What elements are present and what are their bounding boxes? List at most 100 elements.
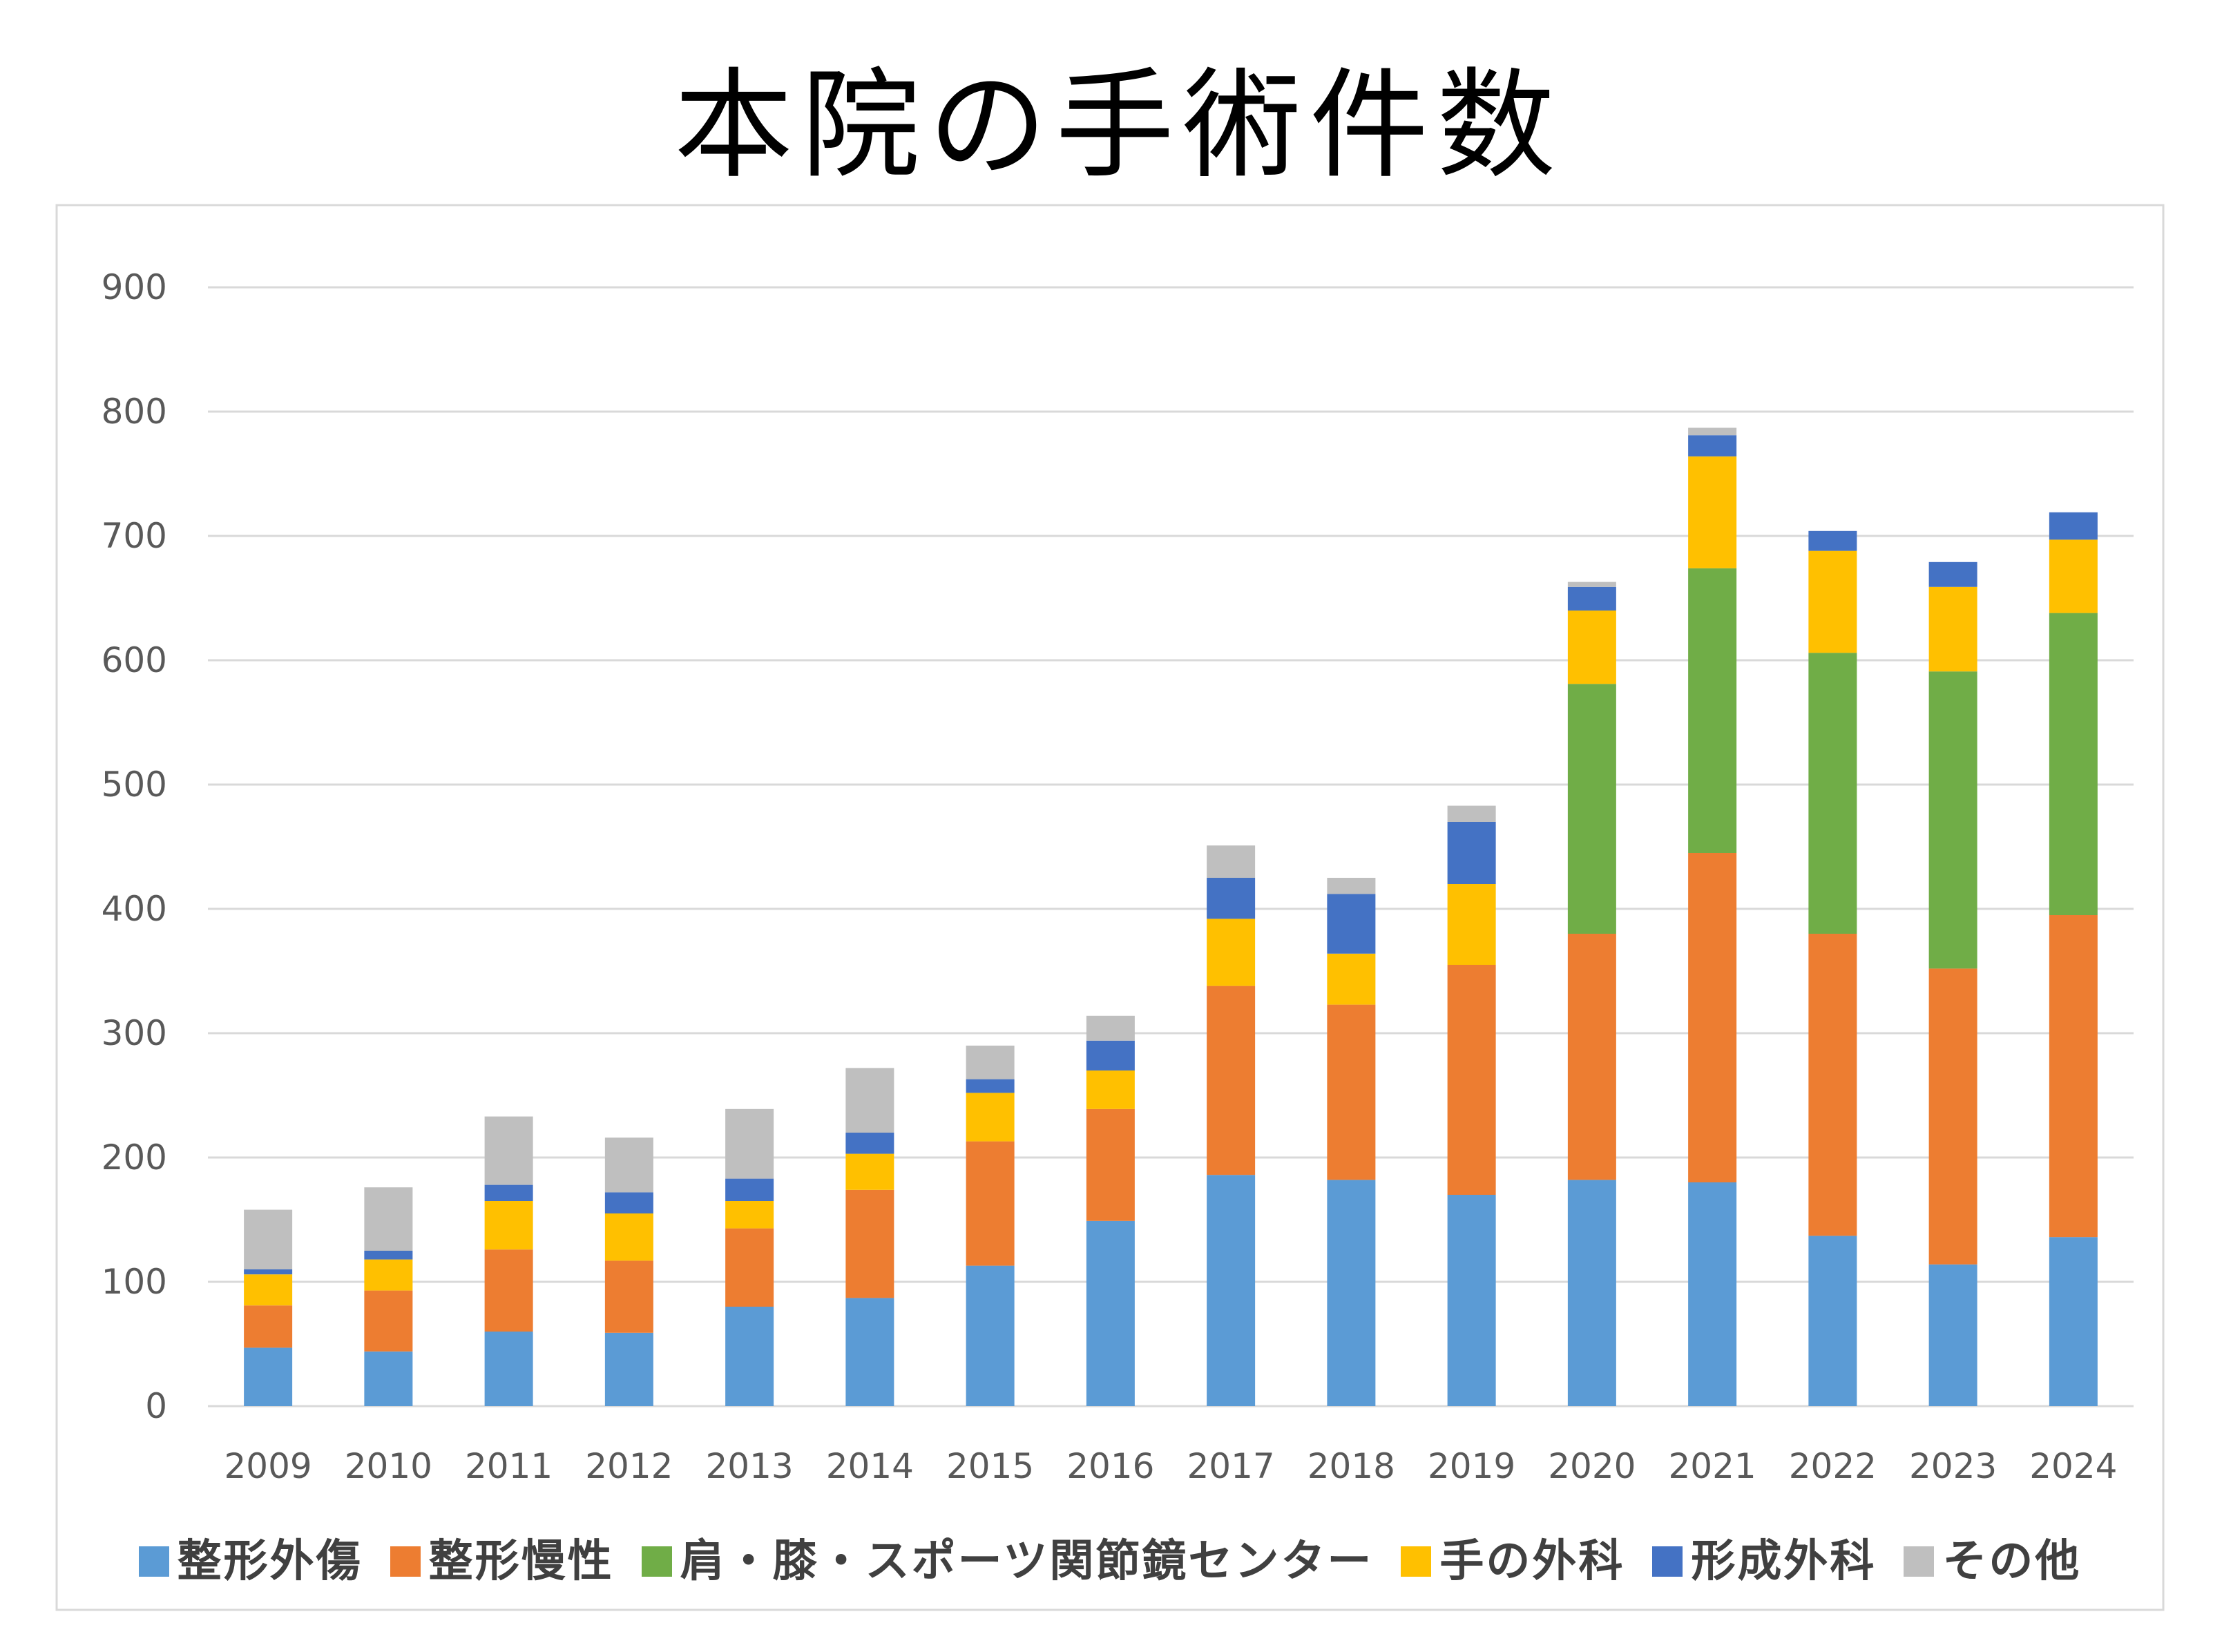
legend-swatch-other (1904, 1546, 1935, 1577)
y-tick-label: 200 (102, 1137, 167, 1178)
y-tick-label: 600 (102, 640, 167, 680)
bar-2016-hand (1086, 1070, 1135, 1109)
y-tick-label: 400 (102, 889, 167, 929)
bar-2013-chronic (725, 1228, 774, 1307)
bar-2010-plastic (364, 1251, 413, 1260)
bar-2021-sports (1688, 568, 1737, 853)
bar-2015-other (966, 1046, 1015, 1079)
legend-swatch-trauma (138, 1546, 169, 1577)
bar-2012-other (604, 1137, 653, 1193)
bar-2014-other (845, 1068, 894, 1133)
x-tick-label: 2023 (1909, 1446, 1997, 1486)
bar-2024-hand (2049, 539, 2098, 613)
bar-2017-plastic (1207, 878, 1256, 919)
bar-2014-chronic (845, 1189, 894, 1298)
bar-2023-sports (1928, 671, 1977, 969)
x-tick-label: 2016 (1066, 1446, 1154, 1486)
x-tick-label: 2017 (1187, 1446, 1275, 1486)
bar-2009-plastic (244, 1269, 293, 1275)
legend-item-plastic: 形成外科 (1652, 1534, 1876, 1589)
bar-2015-trauma (966, 1265, 1015, 1406)
bar-2015-hand (966, 1093, 1015, 1142)
bar-2017-other (1207, 845, 1256, 878)
x-tick-label: 2022 (1789, 1446, 1877, 1486)
legend-item-hand: 手の外科 (1401, 1534, 1625, 1589)
bar-2011-chronic (484, 1249, 533, 1332)
bars (244, 428, 2098, 1406)
bar-2013-plastic (725, 1178, 774, 1201)
bar-2013-other (725, 1108, 774, 1179)
legend-swatch-plastic (1652, 1546, 1683, 1577)
bar-2020-other (1567, 582, 1616, 587)
x-tick-label: 2012 (585, 1446, 673, 1486)
bar-2021-trauma (1688, 1182, 1737, 1406)
bar-2010-hand (364, 1259, 413, 1291)
legend-label-plastic: 形成外科 (1691, 1536, 1877, 1587)
bar-2010-trauma (364, 1351, 413, 1406)
bar-2016-trauma (1086, 1220, 1135, 1406)
legend-label-other: その他 (1942, 1536, 2082, 1587)
bar-2022-plastic (1808, 530, 1857, 551)
bar-2010-other (364, 1187, 413, 1251)
bar-2022-trauma (1808, 1236, 1857, 1406)
bar-2015-plastic (966, 1079, 1015, 1093)
bar-2010-chronic (364, 1290, 413, 1352)
bar-2024-plastic (2049, 512, 2098, 540)
legend-label-sports: 肩・膝・スポーツ関節鏡センター (680, 1536, 1374, 1587)
bar-2019-plastic (1447, 822, 1496, 884)
bar-2020-plastic (1567, 586, 1616, 611)
bar-2015-chronic (966, 1141, 1015, 1266)
chart-legend: 整形外傷 整形慢性 肩・膝・スポーツ関節鏡センター 手の外科 形成外科 その他 (57, 1534, 2163, 1589)
bar-2014-plastic (845, 1133, 894, 1154)
bar-2012-trauma (604, 1332, 653, 1406)
bar-2017-chronic (1207, 986, 1256, 1175)
bar-2023-plastic (1928, 561, 1977, 587)
legend-item-chronic: 整形慢性 (390, 1534, 614, 1589)
x-tick-label: 2021 (1669, 1446, 1756, 1486)
legend-item-sports: 肩・膝・スポーツ関節鏡センター (641, 1534, 1374, 1589)
x-tick-label: 2020 (1548, 1446, 1636, 1486)
legend-label-trauma: 整形外傷 (177, 1536, 363, 1587)
x-tick-label: 2010 (345, 1446, 432, 1486)
x-tick-label: 2009 (224, 1446, 312, 1486)
bar-2013-trauma (725, 1307, 774, 1406)
bar-2018-other (1327, 878, 1376, 894)
bar-2011-trauma (484, 1332, 533, 1406)
legend-item-trauma: 整形外傷 (138, 1534, 363, 1589)
x-tick-label: 2011 (465, 1446, 553, 1486)
bar-2011-other (484, 1116, 533, 1185)
y-tick-label: 500 (102, 765, 167, 805)
legend-swatch-hand (1401, 1546, 1432, 1577)
bar-2011-hand (484, 1201, 533, 1250)
legend-swatch-chronic (390, 1546, 421, 1577)
bar-2019-trauma (1447, 1195, 1496, 1406)
bar-2009-chronic (244, 1305, 293, 1348)
bar-2018-plastic (1327, 894, 1376, 954)
bar-2022-hand (1808, 550, 1857, 653)
bar-2013-hand (725, 1201, 774, 1229)
bar-2020-chronic (1567, 934, 1616, 1180)
y-tick-label: 900 (102, 267, 167, 307)
bar-2018-hand (1327, 953, 1376, 1005)
bar-2016-chronic (1086, 1108, 1135, 1221)
y-axis-tick-labels: 0 100 200 300 400 500 600 700 800 900 (102, 267, 167, 1426)
bar-2014-trauma (845, 1298, 894, 1406)
bar-2021-other (1688, 428, 1737, 436)
bar-2012-chronic (604, 1260, 653, 1333)
legend-item-other: その他 (1904, 1534, 2081, 1589)
bar-2021-plastic (1688, 435, 1737, 457)
bar-2016-other (1086, 1015, 1135, 1041)
bar-2019-chronic (1447, 965, 1496, 1195)
bar-2017-trauma (1207, 1175, 1256, 1406)
bar-2011-plastic (484, 1184, 533, 1201)
y-tick-label: 0 (145, 1386, 167, 1426)
bar-2018-chronic (1327, 1004, 1376, 1180)
y-tick-label: 800 (102, 392, 167, 432)
y-tick-label: 100 (102, 1262, 167, 1302)
bar-2023-trauma (1928, 1264, 1977, 1406)
bar-2024-sports (2049, 613, 2098, 915)
bar-2017-hand (1207, 919, 1256, 986)
legend-label-hand: 手の外科 (1439, 1536, 1625, 1587)
bar-2020-hand (1567, 611, 1616, 684)
